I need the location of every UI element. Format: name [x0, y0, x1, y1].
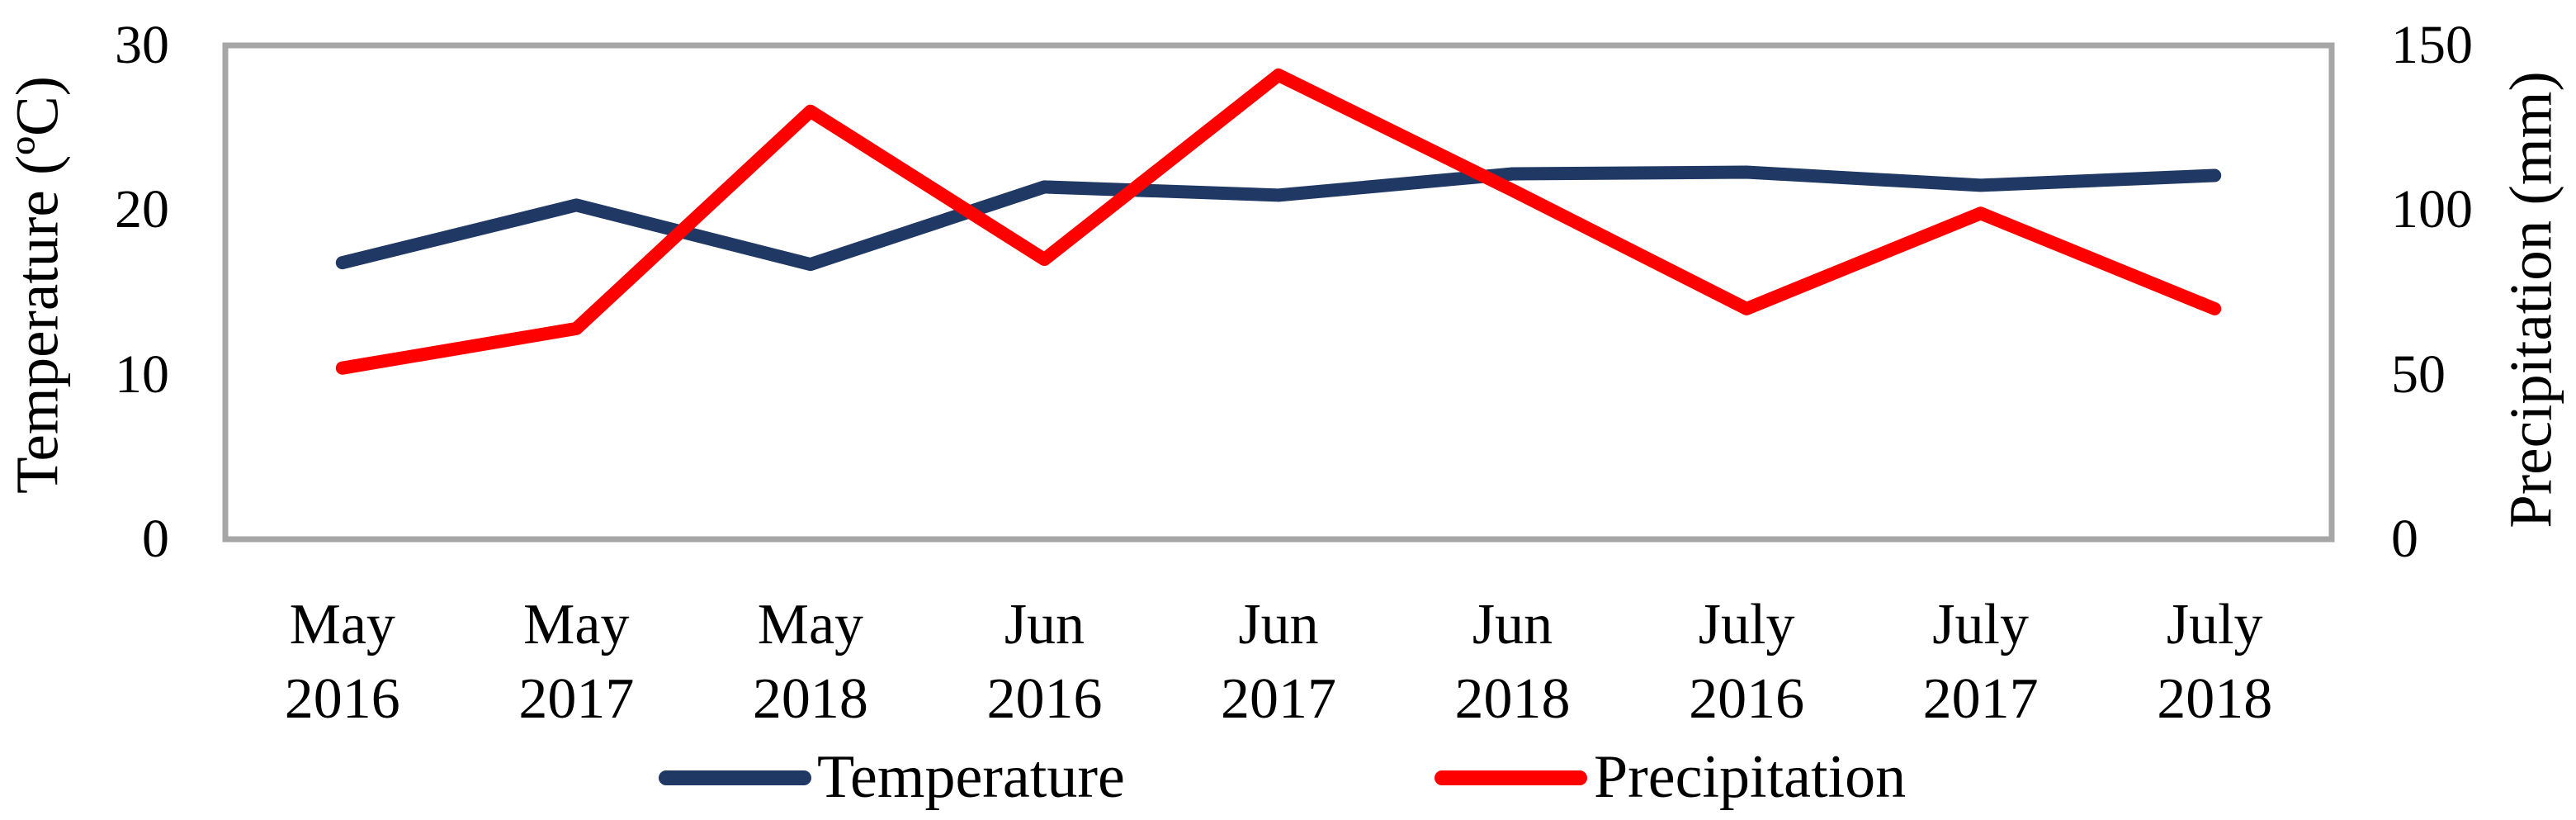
x-axis-category-label: July 2016 — [1630, 588, 1864, 737]
precipitation-line-swatch — [1435, 770, 1587, 785]
left-axis-tick-label: 10 — [115, 344, 169, 405]
x-axis-category-label: May 2017 — [460, 588, 693, 737]
x-label-month: July — [1698, 593, 1795, 656]
x-label-month: Jun — [1238, 593, 1319, 656]
right-axis-tick-label: 0 — [2391, 509, 2418, 569]
x-axis-category-label: Jun 2016 — [928, 588, 1161, 737]
x-label-month: July — [1932, 593, 2029, 656]
x-label-year: 2017 — [1221, 667, 1336, 731]
x-axis-category-label: July 2018 — [2098, 588, 2332, 737]
plot-area — [222, 42, 2335, 543]
x-label-month: May — [523, 593, 630, 656]
x-axis-category-label: Jun 2017 — [1162, 588, 1396, 737]
temperature-line-swatch — [659, 770, 811, 785]
right-axis-tick-label: 100 — [2391, 179, 2473, 240]
legend-label-temperature: Temperature — [817, 743, 1125, 811]
x-label-year: 2017 — [518, 667, 635, 731]
x-axis-category-label: July 2017 — [1864, 588, 2097, 737]
x-label-year: 2017 — [1922, 667, 2039, 731]
x-label-month: Jun — [1004, 593, 1085, 656]
x-axis-category-label: Jun 2018 — [1396, 588, 1629, 737]
left-axis-tick-label: 30 — [115, 15, 169, 75]
x-label-month: July — [2166, 593, 2263, 656]
right-axis-tick-label: 50 — [2391, 344, 2446, 405]
left-axis-tick-label: 0 — [142, 509, 169, 569]
plot-border — [222, 42, 2335, 543]
x-label-month: Jun — [1472, 593, 1553, 656]
x-axis-category-label: May 2018 — [693, 588, 927, 737]
right-axis-title: Precipitation (mm) — [2497, 71, 2564, 528]
x-label-year: 2018 — [752, 667, 868, 731]
x-axis-category-label: May 2016 — [225, 588, 459, 737]
left-axis-tick-label: 20 — [115, 179, 169, 240]
precipitation-series-line — [335, 68, 2222, 375]
x-label-year: 2018 — [2157, 667, 2273, 731]
legend-label-precipitation: Precipitation — [1594, 743, 1907, 811]
x-label-year: 2016 — [986, 667, 1103, 731]
x-label-month: May — [289, 593, 395, 656]
x-label-month: May — [757, 593, 864, 656]
x-label-year: 2016 — [1689, 667, 1805, 731]
temperature-series-line — [335, 165, 2222, 272]
left-axis-title: Temperature (ºC) — [3, 76, 71, 494]
right-axis-tick-label: 150 — [2391, 15, 2473, 75]
x-label-year: 2018 — [1454, 667, 1571, 731]
x-label-year: 2016 — [284, 667, 400, 731]
